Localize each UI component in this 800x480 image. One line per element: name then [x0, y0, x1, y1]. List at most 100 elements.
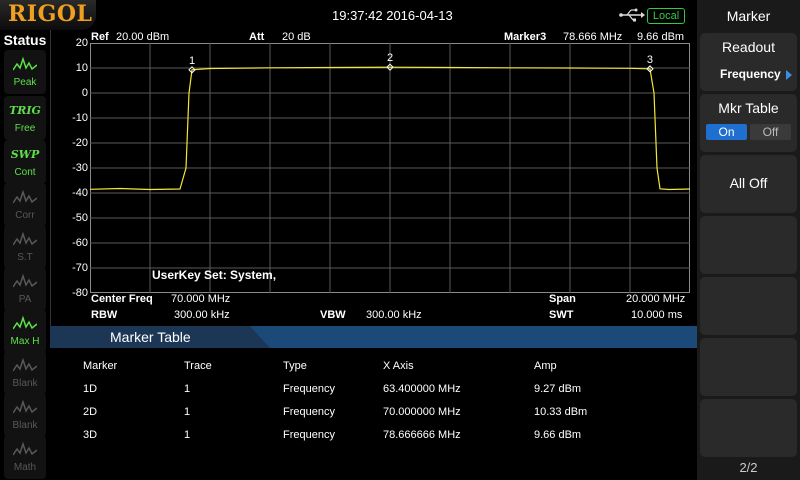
status-button-label: Peak — [13, 77, 37, 88]
marker-table-column-header: X Axis — [383, 360, 414, 372]
status-button-label: PA — [18, 294, 32, 305]
marker-table-column-header: Trace — [184, 360, 212, 372]
status-title: Status — [3, 32, 47, 48]
status-button-8[interactable]: Blank — [4, 393, 46, 437]
ref-value[interactable]: 20.00 dBm — [116, 31, 170, 43]
marker-table-header: Marker Table — [50, 326, 697, 348]
active-marker-label: Marker3 — [504, 31, 547, 43]
status-button-label: Blank — [12, 378, 38, 389]
all-off-softkey[interactable]: All Off — [700, 155, 797, 213]
y-tick-label: -60 — [72, 237, 88, 249]
datetime-display: 19:37:42 2016-04-13 — [332, 8, 453, 23]
marker-table-cell: 9.27 dBm — [534, 383, 582, 395]
marker-table-cell: 9.66 dBm — [534, 429, 582, 441]
y-tick-label: -50 — [72, 212, 88, 224]
brand-logo: RIGOL — [0, 0, 96, 30]
userkey-status: UserKey Set: System, — [152, 268, 277, 282]
status-button-label: Cont — [14, 167, 36, 178]
center-freq-label: Center Freq — [91, 293, 153, 305]
y-tick-label: 0 — [81, 87, 88, 99]
brand-name: RIGOL — [8, 1, 93, 27]
trace-blank-icon — [13, 357, 37, 372]
ref-label: Ref — [91, 31, 109, 43]
marker-tag-1: 1 — [189, 55, 195, 67]
toggle-off[interactable]: Off — [750, 124, 791, 140]
mkr-table-toggle[interactable]: On Off — [706, 124, 791, 140]
status-button-0[interactable]: Peak — [4, 50, 46, 94]
marker-table-cell: 78.666666 MHz — [383, 429, 461, 441]
status-button-label: Max H — [10, 336, 40, 347]
mkr-table-softkey[interactable]: Mkr Table On Off — [700, 94, 797, 152]
marker-table-cell: 1 — [184, 429, 191, 441]
status-button-5[interactable]: PA — [4, 267, 46, 311]
trace-math-icon — [13, 441, 37, 456]
active-marker-amplitude: 9.66 dBm — [637, 31, 685, 43]
empty-softkey-4[interactable] — [700, 216, 797, 274]
y-tick-label: -40 — [72, 187, 88, 199]
readout-label: Readout — [722, 39, 775, 55]
center-freq-value[interactable]: 70.000 MHz — [171, 293, 231, 305]
readout-softkey[interactable]: Readout Frequency — [700, 33, 797, 91]
corr-icon — [13, 189, 37, 204]
status-button-label: Blank — [12, 420, 38, 431]
vbw-value[interactable]: 300.00 kHz — [366, 309, 422, 321]
spectrum-display[interactable]: 1 2 3 — [90, 43, 690, 293]
marker-table-cell: Frequency — [283, 429, 335, 441]
status-button-7[interactable]: Blank — [4, 351, 46, 395]
status-panel: Status Peak TRIG Free SWP Cont Corr S.T PA Max H… — [0, 30, 51, 480]
menu-page-indicator: 2/2 — [739, 460, 758, 475]
status-button-label: Corr — [15, 210, 35, 221]
marker-table-cell: 63.400000 MHz — [383, 383, 461, 395]
status-button-heading: TRIG — [9, 104, 41, 117]
vbw-label: VBW — [320, 309, 346, 321]
status-button-label: S.T — [17, 252, 33, 263]
marker-point-3 — [646, 65, 654, 73]
preamp-icon — [13, 273, 37, 288]
span-value[interactable]: 20.000 MHz — [626, 293, 686, 305]
marker-table-column-header: Marker — [83, 360, 118, 372]
toggle-on[interactable]: On — [706, 124, 747, 140]
trace-line-1 — [90, 66, 690, 191]
marker-table-cell: 2D — [83, 406, 98, 418]
swt-value[interactable]: 10.000 ms — [631, 309, 683, 321]
att-label: Att — [249, 31, 265, 43]
status-button-4[interactable]: S.T — [4, 225, 46, 269]
rbw-value[interactable]: 300.00 kHz — [174, 309, 230, 321]
marker-table-cell: Frequency — [283, 406, 335, 418]
marker-table-cell: 1 — [184, 406, 191, 418]
marker-tag-2: 2 — [387, 52, 393, 64]
readout-value: Frequency — [720, 67, 781, 81]
status-button-label: Math — [13, 462, 37, 473]
span-label: Span — [549, 293, 576, 305]
y-tick-label: -30 — [72, 162, 88, 174]
usb-icon — [619, 8, 645, 22]
marker-table-cell: 1D — [83, 383, 98, 395]
active-marker-frequency: 78.666 MHz — [563, 31, 623, 43]
local-mode-badge[interactable]: Local — [647, 8, 685, 24]
marker-table-column-header: Type — [283, 360, 307, 372]
source-tracking-icon — [13, 231, 37, 246]
rbw-label: RBW — [91, 309, 118, 321]
status-button-2[interactable]: SWP Cont — [4, 140, 46, 184]
top-bar: RIGOL 19:37:42 2016-04-13 Local — [0, 0, 697, 30]
att-value[interactable]: 20 dB — [282, 31, 311, 43]
swt-label: SWT — [549, 309, 574, 321]
status-button-9[interactable]: Math — [4, 435, 46, 479]
empty-softkey-6[interactable] — [700, 338, 797, 396]
marker-table-cell: 10.33 dBm — [534, 406, 588, 418]
y-tick-label: -70 — [72, 262, 88, 274]
y-tick-label: -20 — [72, 137, 88, 149]
peak-icon — [13, 56, 37, 71]
status-button-label: Free — [14, 123, 36, 134]
empty-softkey-5[interactable] — [700, 277, 797, 335]
marker-table-cell: 3D — [83, 429, 98, 441]
status-button-1[interactable]: TRIG Free — [4, 96, 46, 140]
submenu-arrow-icon — [786, 70, 792, 80]
y-tick-label: 20 — [75, 37, 88, 49]
status-button-3[interactable]: Corr — [4, 183, 46, 227]
marker-table-column-header: Amp — [534, 360, 557, 372]
status-button-6[interactable]: Max H — [4, 309, 46, 353]
trace-blank-icon — [13, 399, 37, 414]
empty-softkey-7[interactable] — [700, 399, 797, 457]
marker-table-cell: Frequency — [283, 383, 335, 395]
